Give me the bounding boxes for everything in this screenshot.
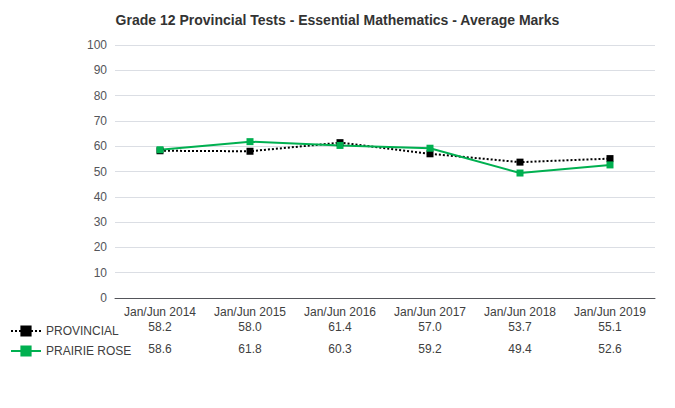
svg-text:58.6: 58.6	[148, 342, 172, 356]
svg-text:59.2: 59.2	[418, 342, 442, 356]
svg-text:58.2: 58.2	[148, 320, 172, 334]
svg-text:Jan/Jun 2014: Jan/Jun 2014	[124, 305, 196, 319]
svg-text:40: 40	[94, 190, 108, 204]
svg-text:30: 30	[94, 215, 108, 229]
svg-text:Jan/Jun 2017: Jan/Jun 2017	[394, 305, 466, 319]
svg-text:80: 80	[94, 89, 108, 103]
svg-text:61.8: 61.8	[238, 342, 262, 356]
svg-text:53.7: 53.7	[508, 320, 532, 334]
svg-text:Jan/Jun 2018: Jan/Jun 2018	[484, 305, 556, 319]
svg-text:10: 10	[94, 266, 108, 280]
svg-text:90: 90	[94, 63, 108, 77]
svg-text:70: 70	[94, 114, 108, 128]
svg-text:49.4: 49.4	[508, 342, 532, 356]
svg-text:20: 20	[94, 240, 108, 254]
svg-text:60: 60	[94, 139, 108, 153]
svg-text:Grade 12 Provincial Tests - Es: Grade 12 Provincial Tests - Essential Ma…	[116, 12, 560, 28]
svg-text:Jan/Jun 2016: Jan/Jun 2016	[304, 305, 376, 319]
svg-text:Jan/Jun 2015: Jan/Jun 2015	[214, 305, 286, 319]
svg-text:Jan/Jun 2019: Jan/Jun 2019	[574, 305, 646, 319]
svg-text:50: 50	[94, 165, 108, 179]
svg-text:60.3: 60.3	[328, 342, 352, 356]
svg-text:57.0: 57.0	[418, 320, 442, 334]
svg-text:0: 0	[100, 291, 107, 305]
svg-text:55.1: 55.1	[598, 320, 622, 334]
svg-text:61.4: 61.4	[328, 320, 352, 334]
svg-text:100: 100	[87, 38, 107, 52]
svg-text:PROVINCIAL: PROVINCIAL	[46, 324, 119, 338]
svg-text:58.0: 58.0	[238, 320, 262, 334]
svg-text:52.6: 52.6	[598, 342, 622, 356]
svg-text:PRAIRIE ROSE: PRAIRIE ROSE	[46, 344, 131, 358]
